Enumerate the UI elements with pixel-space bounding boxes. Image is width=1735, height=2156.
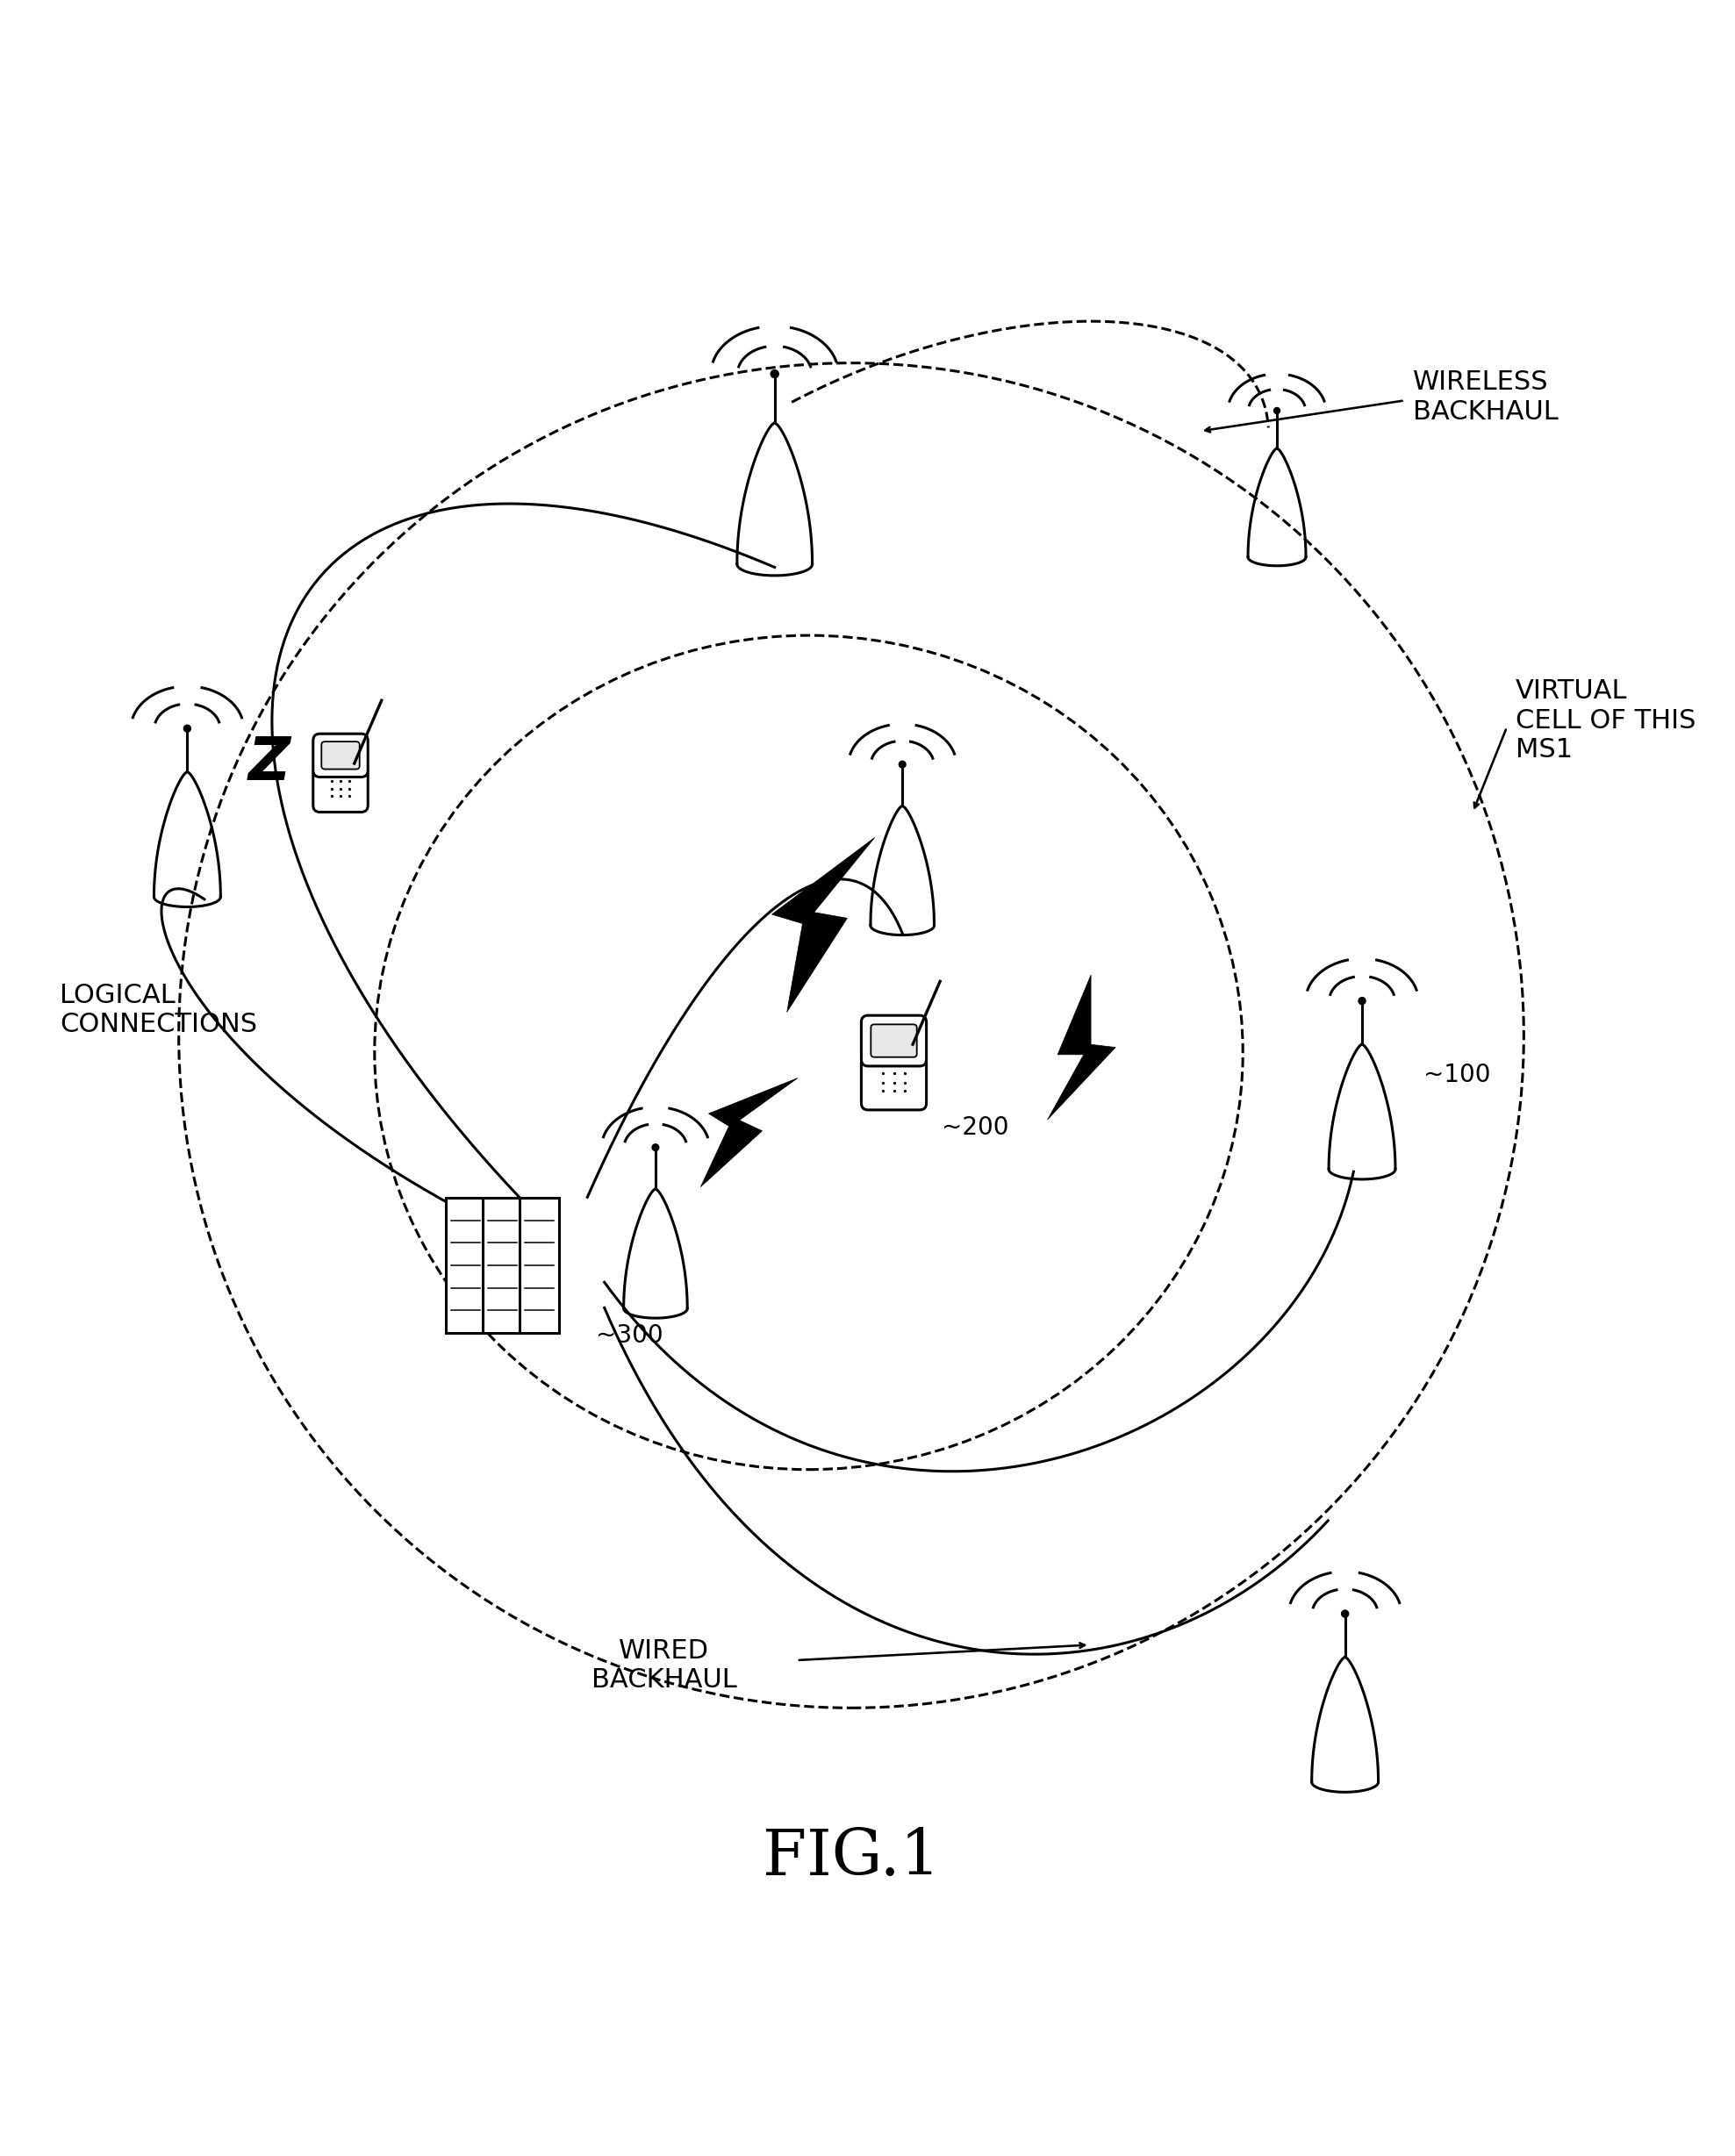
Circle shape bbox=[1341, 1611, 1348, 1617]
Circle shape bbox=[899, 761, 906, 768]
Circle shape bbox=[770, 371, 779, 377]
FancyBboxPatch shape bbox=[312, 765, 368, 813]
Polygon shape bbox=[701, 1078, 798, 1188]
Text: FIG.1: FIG.1 bbox=[762, 1826, 940, 1889]
FancyBboxPatch shape bbox=[446, 1199, 486, 1332]
Text: ~300: ~300 bbox=[595, 1324, 663, 1348]
Text: Z: Z bbox=[248, 733, 290, 791]
Text: WIRED
BACKHAUL: WIRED BACKHAUL bbox=[592, 1639, 737, 1692]
Circle shape bbox=[652, 1145, 659, 1151]
Circle shape bbox=[184, 724, 191, 733]
Text: ~100: ~100 bbox=[1423, 1063, 1490, 1087]
Text: ~200: ~200 bbox=[942, 1115, 1008, 1141]
Polygon shape bbox=[1048, 975, 1116, 1119]
Text: WIRELESS
BACKHAUL: WIRELESS BACKHAUL bbox=[1412, 369, 1558, 425]
FancyBboxPatch shape bbox=[861, 1056, 926, 1110]
FancyBboxPatch shape bbox=[321, 742, 359, 770]
FancyBboxPatch shape bbox=[519, 1199, 559, 1332]
Text: VIRTUAL
CELL OF THIS
MS1: VIRTUAL CELL OF THIS MS1 bbox=[1515, 679, 1695, 763]
FancyBboxPatch shape bbox=[871, 1024, 916, 1056]
Polygon shape bbox=[772, 837, 874, 1011]
FancyBboxPatch shape bbox=[482, 1199, 522, 1332]
FancyBboxPatch shape bbox=[312, 733, 368, 776]
Circle shape bbox=[1273, 407, 1280, 414]
FancyBboxPatch shape bbox=[861, 1015, 926, 1065]
Circle shape bbox=[1359, 998, 1365, 1005]
Text: LOGICAL
CONNECTIONS: LOGICAL CONNECTIONS bbox=[59, 983, 257, 1037]
